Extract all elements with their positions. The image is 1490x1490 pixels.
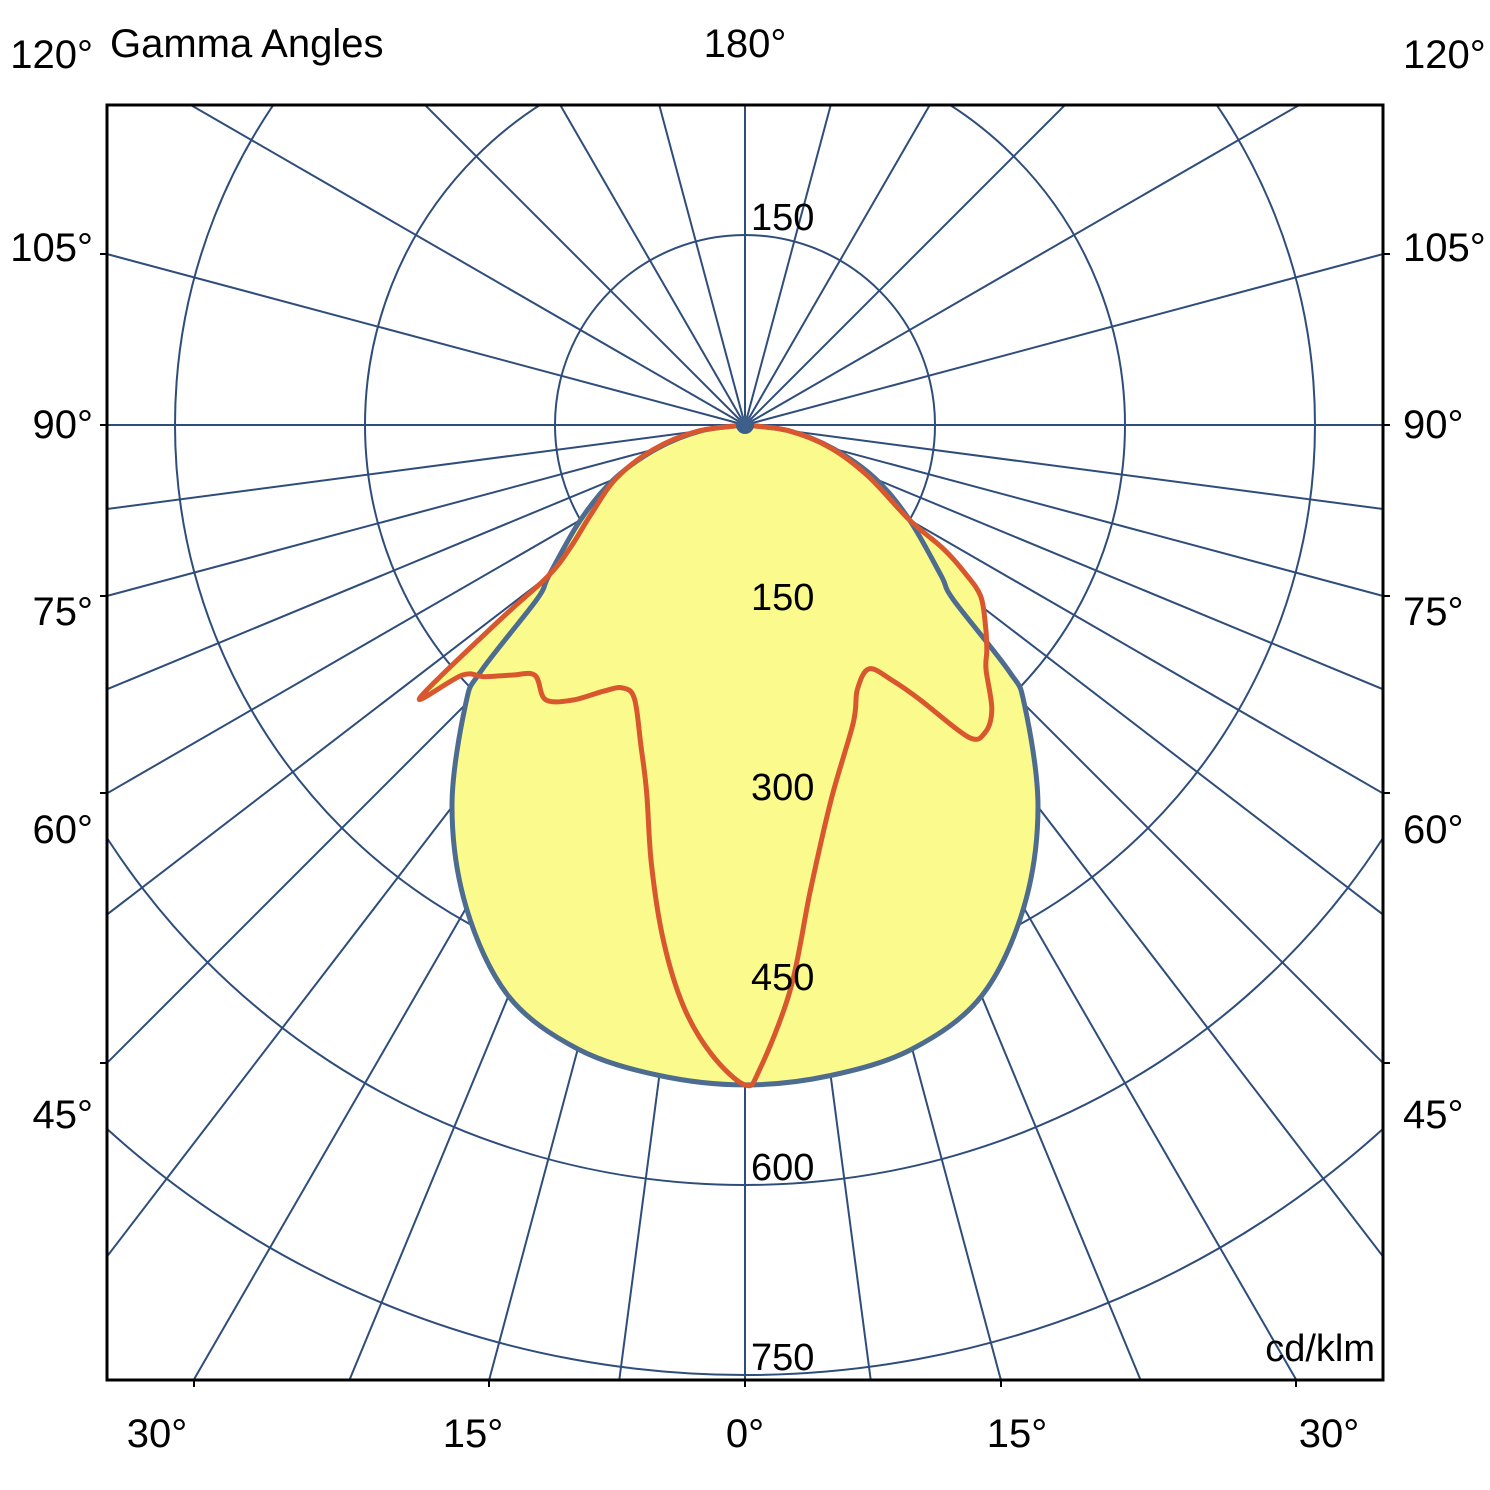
polar-center-hub bbox=[736, 416, 754, 434]
gamma-radial-line bbox=[744, 424, 1383, 691]
ring-label-2: 300 bbox=[751, 767, 815, 809]
gamma-label-right-90°: 90° bbox=[1403, 403, 1464, 447]
ring-label-1: 150 bbox=[751, 577, 815, 619]
gamma-label-left-60°: 60° bbox=[32, 808, 94, 852]
gamma-radial-line bbox=[188, 105, 746, 426]
gamma-radial-line bbox=[744, 424, 1383, 597]
gamma-radial-line bbox=[107, 424, 746, 597]
gamma-radial-line bbox=[107, 424, 746, 511]
gamma-radial-line bbox=[744, 105, 832, 426]
gamma-radial-line bbox=[744, 424, 1383, 511]
ring-label-0: 150 bbox=[751, 197, 815, 239]
c90-c270-curve bbox=[416, 422, 995, 1089]
ring-label-5: 750 bbox=[751, 1337, 815, 1379]
gamma-label-left-45°: 45° bbox=[32, 1093, 94, 1137]
gamma-radial-line bbox=[658, 105, 746, 426]
gamma-radial-line bbox=[744, 424, 1383, 795]
gamma-radial-line bbox=[107, 424, 746, 916]
gamma-label-right-60°: 60° bbox=[1403, 808, 1464, 852]
gamma-radial-line bbox=[107, 424, 746, 795]
gamma-label-left-120°: 120° bbox=[10, 33, 93, 77]
c90-c270-fill bbox=[419, 425, 992, 1086]
gamma-label-bottom-2: 0° bbox=[725, 1412, 765, 1456]
gamma-label-left-90°: 90° bbox=[32, 403, 94, 447]
unit-label: cd/klm bbox=[1265, 1328, 1375, 1370]
gamma-radial-line bbox=[423, 105, 746, 426]
ring-label-4: 600 bbox=[751, 1147, 815, 1189]
gamma-label-right-120°: 120° bbox=[1403, 33, 1486, 77]
gamma-label-right-75°: 75° bbox=[1403, 590, 1464, 634]
gamma-label-bottom-0: 30° bbox=[126, 1412, 188, 1456]
gamma-label-bottom-4: 30° bbox=[1298, 1412, 1360, 1456]
ring-label-3: 450 bbox=[751, 957, 815, 999]
page-title: Gamma Angles bbox=[110, 22, 384, 66]
gamma-radial-line bbox=[744, 105, 1302, 426]
gamma-radial-line bbox=[107, 424, 746, 691]
gamma-label-right-45°: 45° bbox=[1403, 1093, 1464, 1137]
gamma-label-left-105°: 105° bbox=[10, 226, 93, 270]
gamma-180-label: 180° bbox=[703, 22, 787, 66]
gamma-radial-line bbox=[559, 105, 746, 426]
gamma-radial-line bbox=[744, 105, 1067, 426]
gamma-radial-line bbox=[744, 253, 1383, 426]
gamma-radial-line bbox=[744, 105, 931, 426]
gamma-radial-line bbox=[107, 253, 746, 426]
gamma-label-left-75°: 75° bbox=[32, 590, 94, 634]
gamma-label-bottom-3: 15° bbox=[986, 1412, 1048, 1456]
gamma-label-bottom-1: 15° bbox=[442, 1412, 504, 1456]
gamma-label-right-105°: 105° bbox=[1403, 226, 1486, 270]
